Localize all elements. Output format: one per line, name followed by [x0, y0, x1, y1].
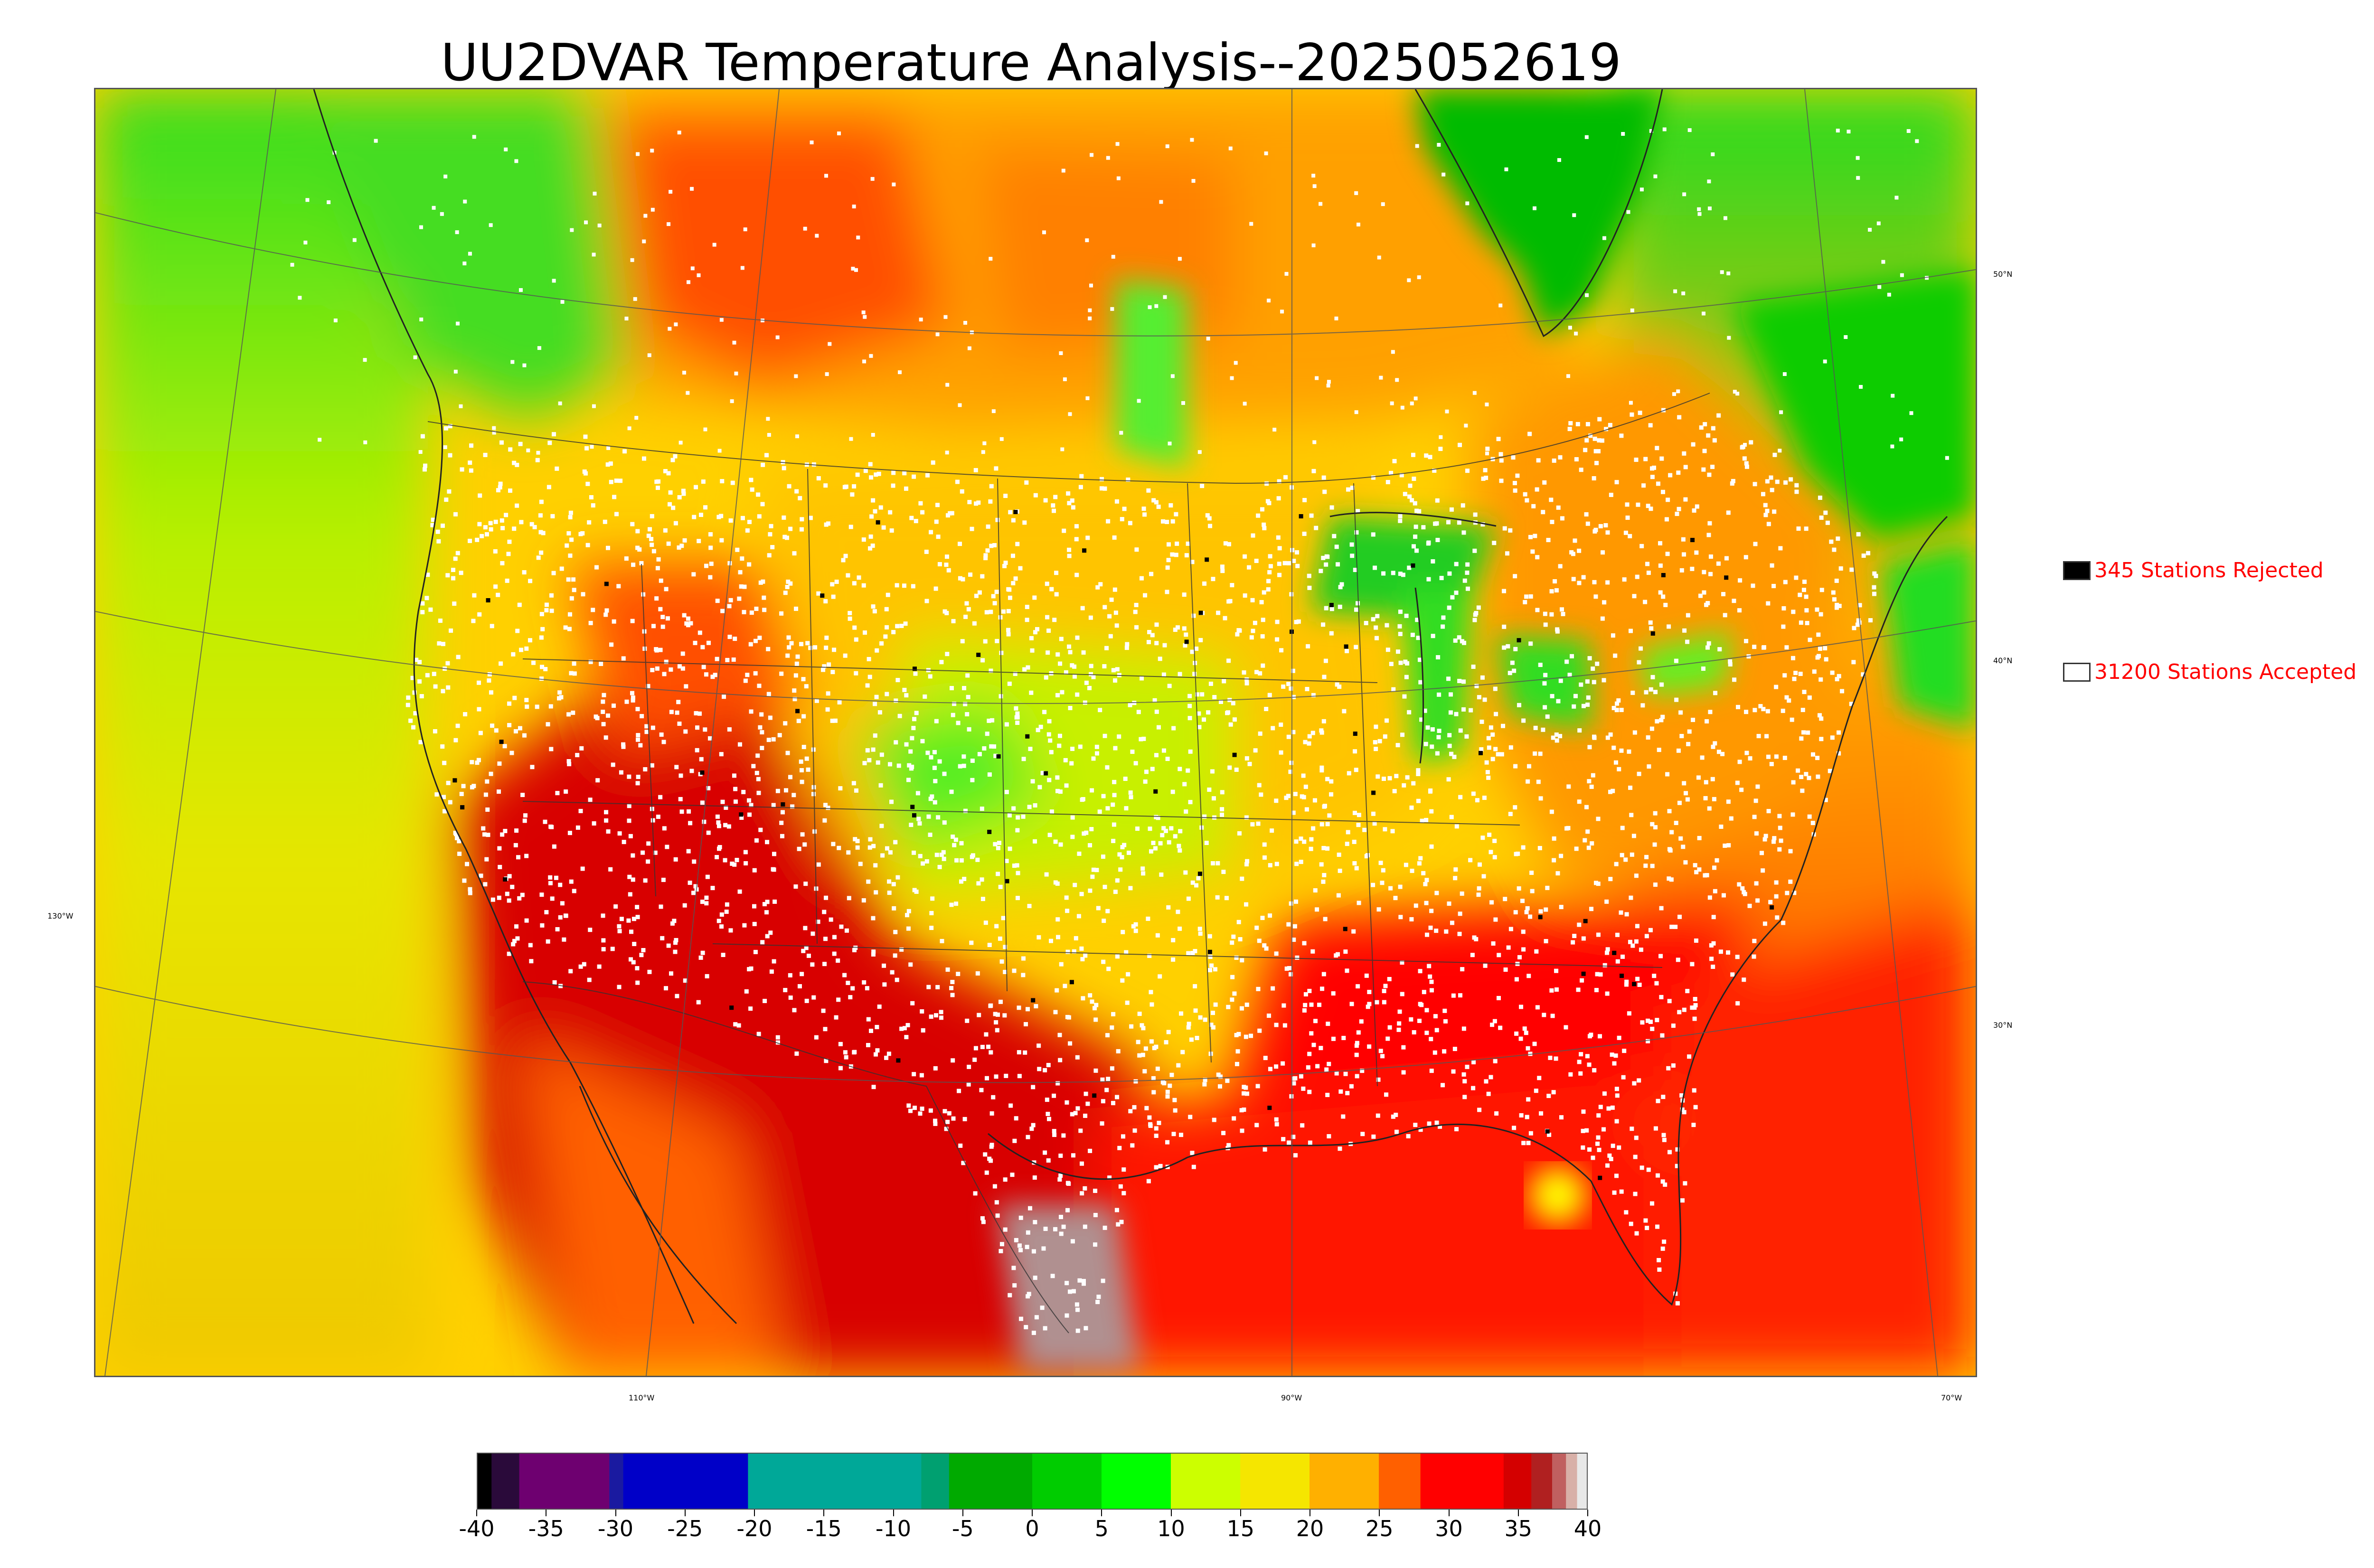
colorbar-segment	[491, 1454, 520, 1509]
colorbar-segment	[1577, 1454, 1587, 1509]
colorbar-segment	[623, 1454, 748, 1509]
colorbar-segment	[1531, 1454, 1553, 1509]
colorbar-tick-label: 25	[1365, 1516, 1394, 1541]
lon-label-130w: 130°W	[47, 911, 74, 920]
colorbar-tick-mark	[476, 1510, 477, 1516]
colorbar-tick-mark	[1587, 1510, 1588, 1516]
accepted-swatch	[2063, 662, 2091, 682]
rejected-label: 345 Stations Rejected	[2094, 558, 2324, 582]
colorbar-tick-mark	[1309, 1510, 1310, 1516]
lat-label-50n: 50°N	[1993, 270, 2013, 279]
colorbar-segment	[1566, 1454, 1578, 1509]
colorbar-tick-label: -10	[875, 1516, 912, 1541]
colorbar-segment	[1240, 1454, 1310, 1509]
colorbar-segment	[1379, 1454, 1421, 1509]
colorbar-segment	[921, 1454, 950, 1509]
pacific-coastline	[313, 89, 695, 1324]
colorbar-tick-mark	[1379, 1510, 1380, 1516]
lon-label-110w: 110°W	[629, 1393, 655, 1402]
colorbar-tick-mark	[962, 1510, 963, 1516]
colorbar-gradient	[478, 1454, 1587, 1509]
canada-us-border	[427, 393, 1710, 484]
colorbar-segment	[478, 1454, 492, 1509]
colorbar-tick-label: 40	[1573, 1516, 1602, 1541]
colorbar-segment	[1503, 1454, 1532, 1509]
map-title: UU2DVAR Temperature Analysis--2025052619	[441, 33, 1621, 93]
colorbar-tick-label: 10	[1157, 1516, 1185, 1541]
colorbar-tick-label: 30	[1435, 1516, 1463, 1541]
colorbar-tick-label: -35	[528, 1516, 564, 1541]
temperature-map[interactable]	[94, 88, 1977, 1377]
rejected-swatch	[2063, 561, 2091, 580]
colorbar-tick-label: 15	[1226, 1516, 1255, 1541]
temperature-colorbar	[477, 1453, 1588, 1510]
colorbar-segment	[1309, 1454, 1379, 1509]
colorbar-tick-label: 0	[1025, 1516, 1039, 1541]
colorbar-tick-mark	[1101, 1510, 1102, 1516]
colorbar-segment	[1171, 1454, 1241, 1509]
colorbar-tick-mark	[1517, 1510, 1519, 1516]
colorbar-tick-label: -20	[736, 1516, 772, 1541]
station-dots	[290, 127, 1949, 1335]
colorbar-segment	[949, 1454, 1033, 1509]
colorbar-segment	[1420, 1454, 1504, 1509]
lake-superior-shore	[1329, 512, 1497, 527]
colorbar-tick-label: 35	[1504, 1516, 1533, 1541]
lat-line-30	[95, 986, 1976, 1083]
colorbar-segment	[609, 1454, 624, 1509]
colorbar-tick-label: -5	[951, 1516, 974, 1541]
state-borders	[522, 469, 1663, 1087]
colorbar-tick-mark	[893, 1510, 894, 1516]
east-gulf-coastline	[988, 516, 1948, 1306]
colorbar-tick-label: -30	[597, 1516, 634, 1541]
colorbar-segment	[748, 1454, 922, 1509]
hudson-bay-shore	[1414, 89, 1663, 338]
lat-label-30n: 30°N	[1993, 1021, 2013, 1030]
colorbar-tick-mark	[615, 1510, 616, 1516]
legend-rejected: 345 Stations Rejected	[2063, 558, 2324, 582]
lon-label-70w: 70°W	[1941, 1393, 1962, 1402]
colorbar-tick-mark	[823, 1510, 825, 1516]
colorbar-segment	[1032, 1454, 1102, 1509]
colorbar-tick-label: 5	[1094, 1516, 1109, 1541]
rejected-station-dots	[452, 510, 1774, 1180]
colorbar-tick-mark	[1032, 1510, 1033, 1516]
lon-line-70	[1804, 89, 1938, 1376]
mexico-us-border	[522, 981, 1069, 1333]
baja-coastline	[579, 1086, 737, 1324]
lon-line-110	[646, 89, 780, 1376]
lon-label-90w: 90°W	[1281, 1393, 1302, 1402]
colorbar-tick-label: -25	[667, 1516, 703, 1541]
colorbar-segment	[1552, 1454, 1566, 1509]
colorbar-tick-mark	[754, 1510, 755, 1516]
colorbar-tick-label: -15	[806, 1516, 842, 1541]
colorbar-segment	[519, 1454, 610, 1509]
accepted-label: 31200 Stations Accepted	[2094, 660, 2357, 684]
lat-line-40	[95, 611, 1976, 704]
colorbar-segment	[1102, 1454, 1171, 1509]
colorbar-tick-mark	[1448, 1510, 1450, 1516]
map-canvas	[95, 89, 1976, 1376]
lat-line-50	[95, 212, 1976, 337]
colorbar-tick-mark	[684, 1510, 686, 1516]
colorbar-tick-mark	[1170, 1510, 1172, 1516]
colorbar-tick-mark	[1240, 1510, 1241, 1516]
legend-accepted: 31200 Stations Accepted	[2063, 660, 2356, 684]
lat-label-40n: 40°N	[1993, 656, 2013, 665]
colorbar-tick-label: 20	[1296, 1516, 1324, 1541]
colorbar-tick-label: -40	[459, 1516, 495, 1541]
lon-line-130	[104, 89, 276, 1376]
